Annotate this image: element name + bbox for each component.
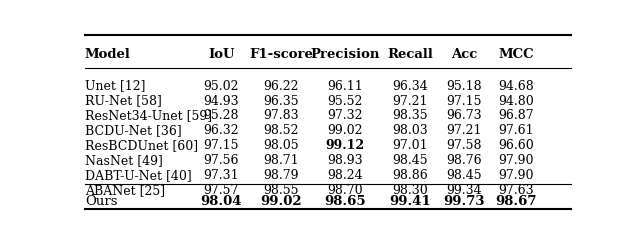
Text: 97.57: 97.57	[204, 184, 239, 197]
Text: 97.21: 97.21	[392, 95, 428, 108]
Text: 98.52: 98.52	[263, 124, 299, 137]
Text: 98.45: 98.45	[392, 154, 428, 167]
Text: 97.15: 97.15	[447, 95, 482, 108]
Text: DABT-U-Net [40]: DABT-U-Net [40]	[85, 169, 192, 182]
Text: 96.73: 96.73	[447, 109, 482, 123]
Text: 95.52: 95.52	[328, 95, 363, 108]
Text: 98.70: 98.70	[328, 184, 363, 197]
Text: 98.04: 98.04	[200, 195, 242, 208]
Text: 95.28: 95.28	[204, 109, 239, 123]
Text: 97.56: 97.56	[204, 154, 239, 167]
Text: 99.73: 99.73	[444, 195, 485, 208]
Text: 98.93: 98.93	[328, 154, 363, 167]
Text: 97.32: 97.32	[328, 109, 363, 123]
Text: 96.22: 96.22	[263, 80, 299, 92]
Text: 97.90: 97.90	[499, 154, 534, 167]
Text: 97.61: 97.61	[499, 124, 534, 137]
Text: RU-Net [58]: RU-Net [58]	[85, 95, 162, 108]
Text: Acc: Acc	[451, 48, 477, 61]
Text: 96.34: 96.34	[392, 80, 428, 92]
Text: 98.45: 98.45	[447, 169, 482, 182]
Text: 94.93: 94.93	[204, 95, 239, 108]
Text: 98.65: 98.65	[324, 195, 366, 208]
Text: 98.05: 98.05	[263, 139, 299, 152]
Text: 94.80: 94.80	[499, 95, 534, 108]
Text: 97.63: 97.63	[499, 184, 534, 197]
Text: Ours: Ours	[85, 195, 118, 208]
Text: 97.01: 97.01	[392, 139, 428, 152]
Text: Recall: Recall	[387, 48, 433, 61]
Text: 97.90: 97.90	[499, 169, 534, 182]
Text: 97.21: 97.21	[447, 124, 482, 137]
Text: 99.12: 99.12	[326, 139, 365, 152]
Text: 97.15: 97.15	[204, 139, 239, 152]
Text: 98.55: 98.55	[263, 184, 299, 197]
Text: 99.02: 99.02	[260, 195, 301, 208]
Text: 99.41: 99.41	[389, 195, 431, 208]
Text: F1-score: F1-score	[249, 48, 313, 61]
Text: 94.68: 94.68	[499, 80, 534, 92]
Text: 95.02: 95.02	[204, 80, 239, 92]
Text: 96.35: 96.35	[263, 95, 299, 108]
Text: 98.76: 98.76	[447, 154, 482, 167]
Text: 99.34: 99.34	[447, 184, 482, 197]
Text: 98.67: 98.67	[496, 195, 537, 208]
Text: 98.86: 98.86	[392, 169, 428, 182]
Text: 96.32: 96.32	[204, 124, 239, 137]
Text: ABANet [25]: ABANet [25]	[85, 184, 165, 197]
Text: 96.11: 96.11	[328, 80, 364, 92]
Text: 98.71: 98.71	[263, 154, 299, 167]
Text: 96.87: 96.87	[499, 109, 534, 123]
Text: NasNet [49]: NasNet [49]	[85, 154, 163, 167]
Text: 96.60: 96.60	[499, 139, 534, 152]
Text: 99.02: 99.02	[328, 124, 363, 137]
Text: IoU: IoU	[208, 48, 235, 61]
Text: Precision: Precision	[310, 48, 380, 61]
Text: ResBCDUnet [60]: ResBCDUnet [60]	[85, 139, 198, 152]
Text: 98.30: 98.30	[392, 184, 428, 197]
Text: BCDU-Net [36]: BCDU-Net [36]	[85, 124, 182, 137]
Text: Model: Model	[85, 48, 131, 61]
Text: 97.83: 97.83	[263, 109, 299, 123]
Text: ResNet34-Unet [59]: ResNet34-Unet [59]	[85, 109, 212, 123]
Text: 97.58: 97.58	[447, 139, 482, 152]
Text: 98.35: 98.35	[392, 109, 428, 123]
Text: 98.24: 98.24	[328, 169, 363, 182]
Text: 98.03: 98.03	[392, 124, 428, 137]
Text: MCC: MCC	[499, 48, 534, 61]
Text: Unet [12]: Unet [12]	[85, 80, 145, 92]
Text: 98.79: 98.79	[263, 169, 299, 182]
Text: 95.18: 95.18	[447, 80, 482, 92]
Text: 97.31: 97.31	[204, 169, 239, 182]
